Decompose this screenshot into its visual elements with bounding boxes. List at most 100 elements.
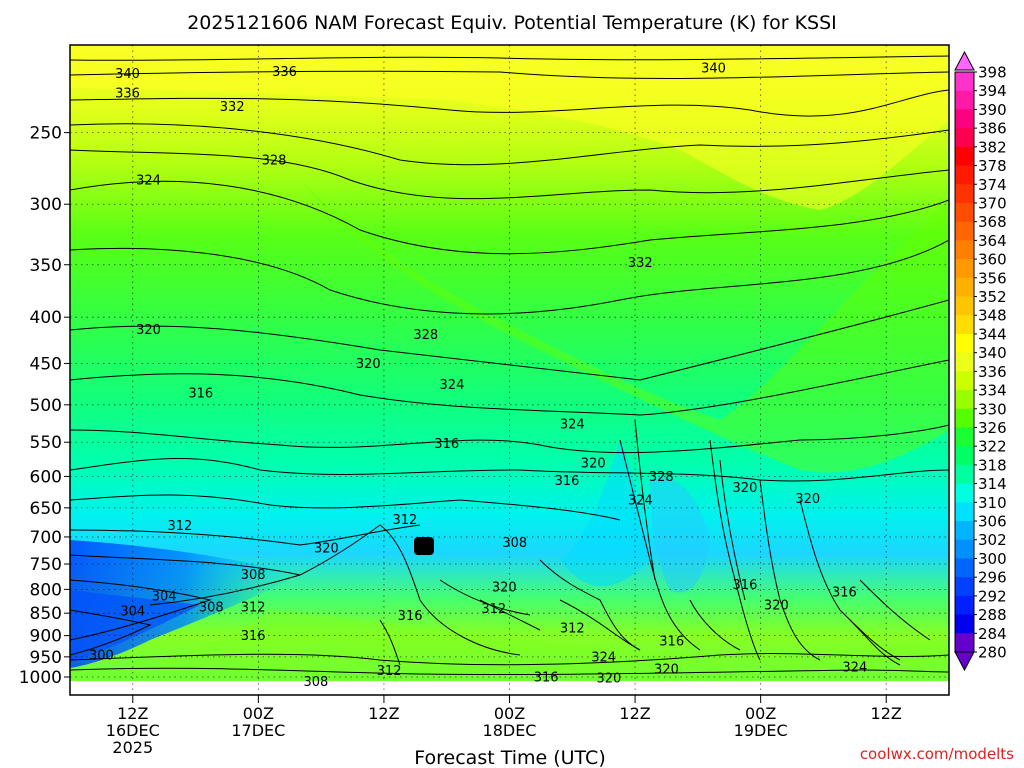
colorbar-label: 326 (978, 419, 1007, 437)
colorbar-label: 370 (978, 194, 1007, 212)
colorbar-swatch (955, 633, 974, 653)
chart-title: 2025121606 NAM Forecast Equiv. Potential… (187, 12, 837, 34)
y-tick-label: 1000 (19, 668, 62, 688)
colorbar-label: 344 (978, 325, 1007, 343)
y-tick-label: 900 (30, 627, 62, 647)
contour-label: 316 (555, 474, 580, 489)
colorbar-label: 322 (978, 438, 1007, 456)
colorbar-swatch (955, 184, 974, 204)
colorbar: 3983943903863823783743703683643603563523… (954, 50, 1007, 672)
x-tick-label: 12Z (871, 704, 902, 723)
colorbar-swatch (955, 146, 974, 167)
contour-label: 320 (764, 599, 789, 614)
colorbar-label: 314 (978, 475, 1007, 493)
colorbar-swatch (955, 371, 974, 391)
contour-label: 340 (701, 61, 726, 76)
contour-label: 324 (560, 417, 585, 432)
x-tick-label: 16DEC (106, 721, 160, 740)
colorbar-swatch (955, 296, 974, 316)
colorbar-label: 356 (978, 269, 1007, 287)
colorbar-swatch (955, 614, 974, 634)
contour-label: 336 (272, 65, 297, 80)
y-tick-label: 400 (30, 308, 62, 328)
colorbar-label: 334 (978, 382, 1007, 400)
y-tick-label: 850 (30, 604, 62, 624)
colorbar-label: 352 (978, 288, 1007, 306)
contour-label: 312 (481, 602, 506, 617)
contour-lines (70, 55, 949, 676)
contour-label: 324 (136, 173, 161, 188)
colorbar-swatch (955, 502, 974, 522)
cold-pool-core (70, 590, 200, 662)
x-tick-label: 00Z (745, 704, 776, 723)
contour-label: 312 (392, 513, 417, 528)
contour-label: 316 (188, 386, 213, 401)
contour-label: 312 (167, 519, 192, 534)
contour-label: 308 (502, 536, 527, 551)
colorbar-swatch (955, 240, 974, 260)
contour-label: 316 (659, 634, 684, 649)
colorbar-label: 364 (978, 232, 1007, 250)
colorbar-label: 368 (978, 213, 1007, 231)
colorbar-swatch (955, 128, 974, 148)
contour-label: 328 (262, 153, 287, 168)
colorbar-label: 340 (978, 344, 1007, 362)
colorbar-label: 390 (978, 101, 1007, 119)
contour-label: 300 (89, 648, 114, 663)
x-tick-label: 00Z (243, 704, 274, 723)
contour-label: 320 (356, 357, 381, 372)
y-tick-label: 450 (30, 354, 62, 374)
contour-label: 320 (654, 663, 679, 678)
colorbar-swatch (955, 109, 974, 129)
colorbar-swatch (955, 558, 974, 578)
x-tick-label: 12Z (619, 704, 650, 723)
contour-label: 320 (795, 492, 820, 507)
y-tick-label: 550 (30, 433, 62, 453)
contour-label: 324 (628, 493, 653, 508)
colorbar-swatch (955, 595, 974, 616)
contour-label: 320 (733, 481, 758, 496)
contour-label: 312 (560, 622, 585, 637)
colorbar-label: 394 (978, 82, 1007, 100)
colorbar-label: 302 (978, 531, 1007, 549)
colorbar-arrow-top (954, 50, 975, 71)
colorbar-swatch (955, 446, 974, 466)
colorbar-label: 378 (978, 157, 1007, 175)
colorbar-swatch (955, 539, 974, 559)
colorbar-label: 280 (978, 644, 1007, 662)
colorbar-swatch (955, 315, 974, 335)
grid-lines (70, 45, 949, 695)
y-tick-label: 500 (30, 396, 62, 416)
data-marker (414, 537, 434, 555)
contour-label: 304 (152, 590, 177, 605)
contour-label: 308 (241, 568, 266, 583)
contour-label: 308 (303, 675, 328, 690)
colorbar-swatch (955, 427, 974, 447)
colorbar-swatch (955, 165, 974, 185)
colorbar-label: 398 (978, 64, 1007, 82)
contour-label: 332 (220, 100, 245, 115)
contour-label: 328 (649, 470, 674, 485)
colorbar-swatch (955, 464, 974, 485)
colorbar-swatch (955, 202, 974, 223)
colorbar-label: 296 (978, 569, 1007, 587)
contour-label: 320 (136, 323, 161, 338)
colorbar-label: 310 (978, 494, 1007, 512)
y-tick-label: 600 (30, 467, 62, 487)
credit-link[interactable]: coolwx.com/modelts (860, 745, 1014, 763)
colorbar-label: 348 (978, 307, 1007, 325)
colorbar-swatch (955, 277, 974, 298)
contour-label: 312 (241, 601, 266, 616)
colorbar-swatch (955, 408, 974, 428)
colorbar-label: 292 (978, 587, 1007, 605)
colorbar-label: 306 (978, 513, 1007, 531)
colorbar-label: 300 (978, 550, 1007, 568)
colorbar-label: 284 (978, 625, 1007, 643)
x-axis-label: Forecast Time (UTC) (414, 747, 605, 768)
colorbar-label: 386 (978, 120, 1007, 138)
y-tick-label: 250 (30, 124, 62, 144)
colorbar-swatch (955, 483, 974, 503)
colorbar-swatch (955, 221, 974, 241)
